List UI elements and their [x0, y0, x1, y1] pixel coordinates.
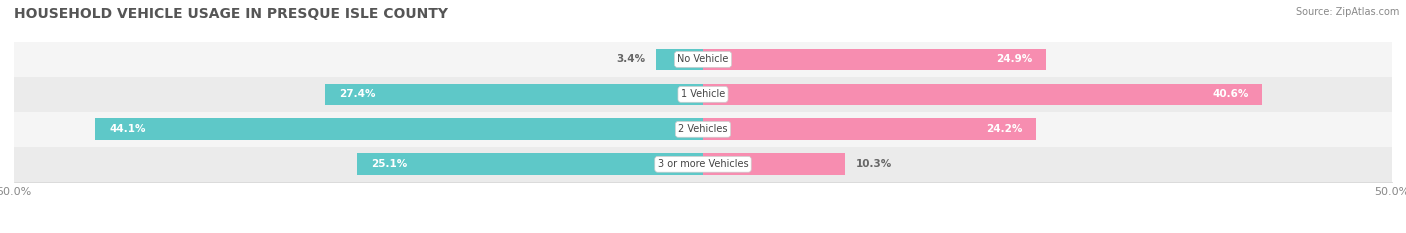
- Bar: [703, 49, 1046, 70]
- Text: 25.1%: 25.1%: [371, 159, 408, 169]
- Bar: [703, 118, 1036, 140]
- Bar: [14, 77, 1392, 112]
- Text: 3 or more Vehicles: 3 or more Vehicles: [658, 159, 748, 169]
- Bar: [14, 112, 1392, 147]
- Bar: [96, 118, 703, 140]
- Bar: [357, 153, 703, 175]
- Text: 10.3%: 10.3%: [856, 159, 893, 169]
- Bar: [703, 83, 1263, 105]
- Text: 27.4%: 27.4%: [339, 89, 375, 99]
- Bar: [14, 147, 1392, 182]
- Text: No Vehicle: No Vehicle: [678, 55, 728, 64]
- Text: 2 Vehicles: 2 Vehicles: [678, 124, 728, 134]
- Text: Source: ZipAtlas.com: Source: ZipAtlas.com: [1295, 7, 1399, 17]
- Bar: [14, 42, 1392, 77]
- Text: 24.9%: 24.9%: [995, 55, 1032, 64]
- Bar: [325, 83, 703, 105]
- Text: 1 Vehicle: 1 Vehicle: [681, 89, 725, 99]
- Text: 44.1%: 44.1%: [110, 124, 146, 134]
- Text: 24.2%: 24.2%: [986, 124, 1022, 134]
- Text: 3.4%: 3.4%: [616, 55, 645, 64]
- Text: HOUSEHOLD VEHICLE USAGE IN PRESQUE ISLE COUNTY: HOUSEHOLD VEHICLE USAGE IN PRESQUE ISLE …: [14, 7, 449, 21]
- Bar: [657, 49, 703, 70]
- Text: 40.6%: 40.6%: [1212, 89, 1249, 99]
- Bar: [703, 153, 845, 175]
